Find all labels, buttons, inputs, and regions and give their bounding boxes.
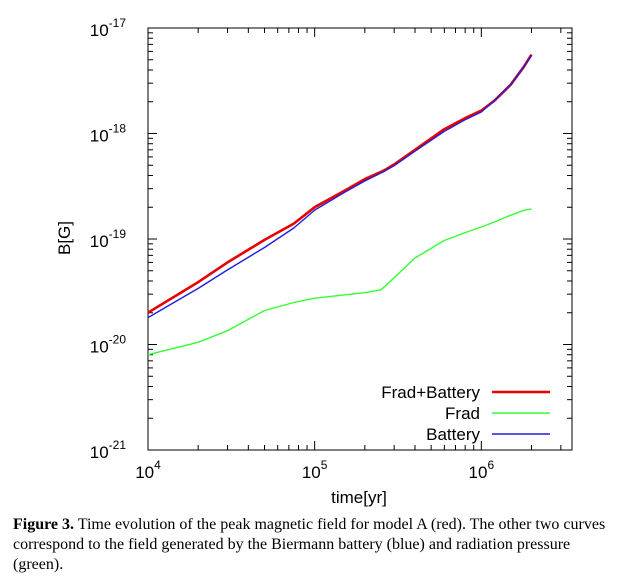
legend-label: Frad <box>445 404 480 423</box>
legend: Frad+Battery Frad Battery <box>381 383 550 444</box>
series-line-battery <box>147 55 533 319</box>
y-tick-label: 10-17 <box>90 16 127 40</box>
y-axis: 10-21 10-20 10-19 10-18 10-17 <box>90 16 572 462</box>
x-axis-label: time[yr] <box>331 488 387 507</box>
legend-label: Battery <box>426 425 480 444</box>
legend-label: Frad+Battery <box>381 383 480 402</box>
x-tick-label: 106 <box>469 458 495 482</box>
series-line-frad-battery <box>147 53 533 314</box>
y-tick-label: 10-20 <box>90 333 127 357</box>
series-line-frad <box>147 208 532 356</box>
plot-frame <box>147 27 573 451</box>
x-tick-label: 104 <box>135 458 161 482</box>
y-tick-label: 10-18 <box>90 122 127 146</box>
chart: 104 105 106 10-21 10-20 10-19 10-18 10-17 Frad… <box>55 16 573 507</box>
y-tick-label: 10-21 <box>90 438 127 462</box>
y-tick-label: 10-19 <box>90 227 127 251</box>
caption-label: Figure 3. <box>13 516 75 533</box>
x-axis: 104 105 106 <box>135 28 562 482</box>
plot-border <box>147 27 573 451</box>
series-layer <box>147 53 533 356</box>
x-tick-label: 105 <box>302 458 328 482</box>
caption-text: Time evolution of the peak magnetic fiel… <box>13 516 606 573</box>
y-axis-label: B[G] <box>55 221 74 255</box>
figure-caption: Figure 3. Time evolution of the peak mag… <box>13 515 617 575</box>
